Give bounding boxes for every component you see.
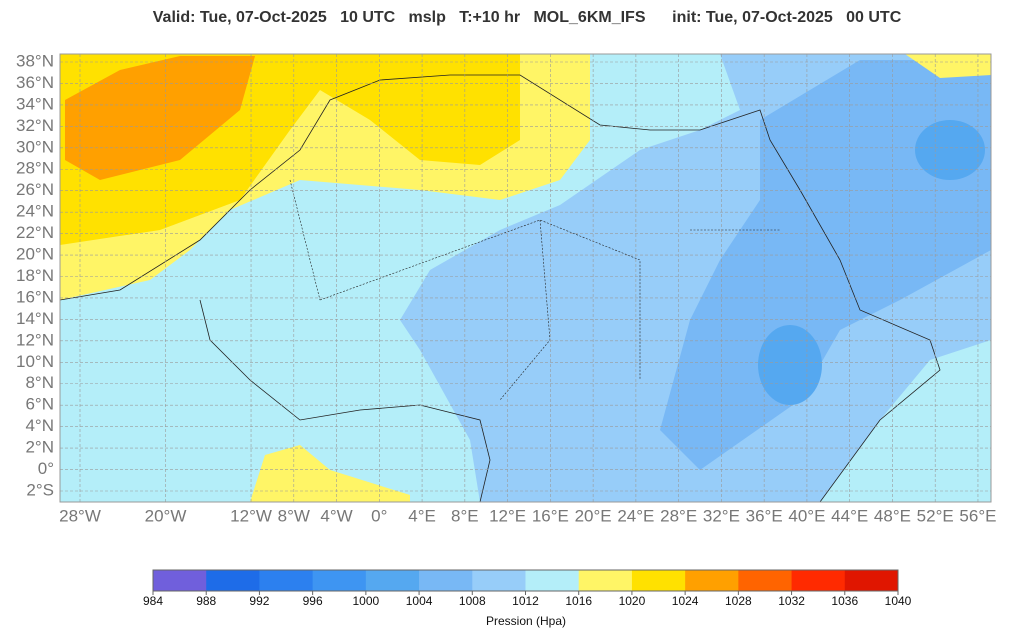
colorbar-tick-label: 984 — [143, 594, 163, 608]
lon-label: 52°E — [917, 506, 954, 525]
colorbar-tick-label: 1016 — [565, 594, 592, 608]
lon-label: 12°W — [230, 506, 272, 525]
coastline — [199, 299, 491, 502]
lat-label: 20°N — [16, 245, 54, 264]
colorbar-tick-label: 1024 — [672, 594, 699, 608]
lat-label: 28°N — [16, 159, 54, 178]
colorbar-tick-label: 1040 — [885, 594, 912, 608]
lon-label: 12°E — [489, 506, 526, 525]
lat-label: 10°N — [16, 352, 54, 371]
colorbar-tick-label: 1020 — [619, 594, 646, 608]
field-1000 — [915, 120, 985, 180]
lat-label: 6°N — [25, 395, 54, 414]
field-1016 — [905, 54, 991, 78]
colorbar-swatch — [419, 570, 473, 591]
lon-label: 20°W — [145, 506, 187, 525]
colorbar-tick-label: 1000 — [353, 594, 380, 608]
colorbar-tick-label: 1012 — [512, 594, 539, 608]
lon-label: 20°E — [575, 506, 612, 525]
field-1004 — [660, 60, 991, 470]
lon-label: 4°E — [408, 506, 436, 525]
title: Valid: Tue, 07-Oct-2025 10 UTC mslp T:+1… — [153, 9, 902, 26]
map-field — [60, 54, 991, 502]
lon-label: 36°E — [746, 506, 783, 525]
lon-label: 40°E — [788, 506, 825, 525]
lon-label: 28°E — [660, 506, 697, 525]
colorbar-tick-label: 1008 — [459, 594, 486, 608]
grid — [60, 54, 991, 502]
colorbar-swatch — [844, 570, 899, 591]
colorbar-swatch — [685, 570, 739, 591]
lat-label: 12°N — [16, 330, 54, 349]
colorbar-label: Pression (Hpa) — [486, 614, 566, 628]
lat-label: 34°N — [16, 94, 54, 113]
field-1016 — [250, 445, 410, 502]
coastline — [60, 74, 941, 502]
colorbar-swatch — [578, 570, 633, 591]
map-frame — [59, 53, 992, 503]
colorbar-swatch — [153, 570, 207, 591]
lat-label: 30°N — [16, 137, 54, 156]
colorbar-swatch — [525, 570, 580, 591]
lon-label: 8°W — [278, 506, 310, 525]
lat-label: 4°N — [25, 416, 54, 435]
lat-label: 32°N — [16, 116, 54, 135]
colorbar-swatch — [365, 570, 420, 591]
border — [289, 179, 780, 401]
lat-label: 36°N — [16, 73, 54, 92]
lat-label: 8°N — [25, 373, 54, 392]
lon-label: 44°E — [831, 506, 868, 525]
colorbar-tick-label: 1028 — [725, 594, 752, 608]
lon-label: 32°E — [703, 506, 740, 525]
lon-label: 56°E — [959, 506, 996, 525]
lon-label: 24°E — [617, 506, 654, 525]
colorbar-tick-label: 1032 — [778, 594, 805, 608]
colorbar-swatch — [631, 570, 686, 591]
colorbar-tick-label: 988 — [196, 594, 216, 608]
colorbar-tick-label: 992 — [249, 594, 269, 608]
colorbar-tick-label: 996 — [303, 594, 323, 608]
lon-label: 48°E — [874, 506, 911, 525]
lat-label: 0° — [38, 459, 54, 478]
colorbar-tick-label: 1036 — [831, 594, 858, 608]
colorbar-tick-label: 1004 — [406, 594, 433, 608]
colorbar-swatch — [312, 570, 367, 591]
lat-label: 2°S — [26, 480, 54, 499]
colorbar-swatch — [791, 570, 846, 591]
field-1000 — [758, 325, 822, 405]
lat-label: 14°N — [16, 309, 54, 328]
lat-label: 2°N — [25, 438, 54, 457]
lon-label: 8°E — [451, 506, 479, 525]
lat-label: 26°N — [16, 180, 54, 199]
lon-label: 28°W — [59, 506, 101, 525]
lon-label: 4°W — [320, 506, 352, 525]
colorbar-swatch — [738, 570, 793, 591]
colorbar-swatch — [206, 570, 260, 591]
lat-label: 18°N — [16, 266, 54, 285]
lat-label: 22°N — [16, 223, 54, 242]
lon-label: 0° — [371, 506, 387, 525]
lon-label: 16°E — [532, 506, 569, 525]
lat-label: 24°N — [16, 202, 54, 221]
colorbar-swatch — [259, 570, 314, 591]
field-1024 — [65, 56, 255, 180]
colorbar-swatch — [472, 570, 526, 591]
lat-label: 38°N — [16, 51, 54, 70]
lat-label: 16°N — [16, 287, 54, 306]
